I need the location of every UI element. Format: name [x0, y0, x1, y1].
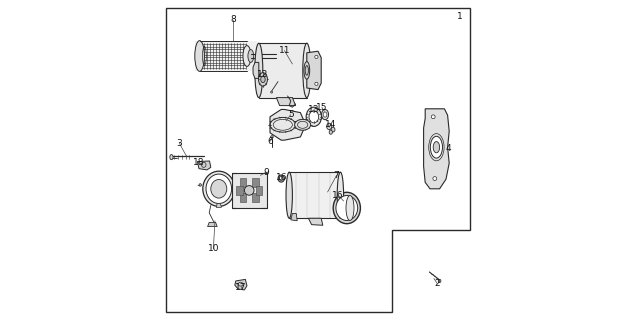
Ellipse shape — [271, 136, 273, 138]
Ellipse shape — [271, 91, 273, 93]
Text: 16: 16 — [277, 173, 288, 182]
Ellipse shape — [431, 115, 435, 119]
Ellipse shape — [243, 46, 251, 67]
Text: 1: 1 — [457, 12, 462, 21]
Ellipse shape — [438, 279, 441, 283]
Polygon shape — [252, 178, 259, 187]
Text: 6: 6 — [267, 137, 273, 146]
Text: 13: 13 — [308, 105, 320, 114]
Text: 10: 10 — [207, 244, 219, 253]
Text: 11: 11 — [279, 46, 290, 55]
Ellipse shape — [206, 174, 232, 204]
Polygon shape — [308, 218, 323, 225]
Polygon shape — [291, 213, 297, 221]
Ellipse shape — [322, 109, 329, 120]
Polygon shape — [216, 204, 221, 207]
Ellipse shape — [337, 172, 343, 218]
Ellipse shape — [195, 41, 204, 71]
Ellipse shape — [315, 82, 318, 85]
Text: 5: 5 — [288, 110, 294, 119]
Polygon shape — [256, 186, 262, 195]
Ellipse shape — [433, 177, 437, 180]
Polygon shape — [232, 173, 266, 208]
Text: 12: 12 — [258, 70, 268, 79]
Ellipse shape — [303, 43, 311, 98]
Ellipse shape — [170, 155, 173, 160]
Polygon shape — [166, 8, 470, 312]
Ellipse shape — [327, 123, 332, 130]
Ellipse shape — [333, 192, 361, 224]
Polygon shape — [240, 193, 246, 202]
Text: 7: 7 — [334, 171, 340, 180]
Ellipse shape — [199, 184, 202, 186]
Ellipse shape — [203, 171, 235, 206]
Polygon shape — [277, 98, 296, 106]
Text: 18: 18 — [193, 158, 205, 167]
Ellipse shape — [315, 55, 318, 59]
Ellipse shape — [346, 196, 354, 220]
Polygon shape — [237, 186, 243, 195]
Text: 17: 17 — [235, 284, 246, 292]
Polygon shape — [197, 161, 211, 170]
Ellipse shape — [304, 61, 310, 79]
Text: 3: 3 — [177, 139, 183, 148]
Ellipse shape — [309, 111, 319, 123]
Polygon shape — [195, 41, 257, 71]
Ellipse shape — [331, 127, 335, 132]
Text: 8: 8 — [230, 15, 236, 24]
Polygon shape — [424, 109, 449, 189]
Ellipse shape — [323, 112, 327, 117]
Text: 16: 16 — [333, 191, 344, 200]
Polygon shape — [235, 279, 247, 290]
Ellipse shape — [433, 141, 439, 153]
Ellipse shape — [306, 107, 322, 126]
Ellipse shape — [211, 180, 227, 198]
Ellipse shape — [329, 130, 333, 134]
Polygon shape — [240, 178, 246, 187]
Ellipse shape — [286, 172, 293, 218]
Ellipse shape — [255, 43, 263, 98]
Ellipse shape — [278, 175, 284, 182]
Polygon shape — [252, 193, 259, 202]
Polygon shape — [207, 222, 218, 227]
Text: 9: 9 — [263, 168, 269, 177]
Polygon shape — [253, 62, 259, 78]
Ellipse shape — [294, 119, 310, 130]
Polygon shape — [307, 51, 321, 90]
Polygon shape — [259, 43, 307, 98]
Ellipse shape — [279, 177, 283, 181]
Ellipse shape — [336, 196, 357, 220]
Polygon shape — [270, 109, 303, 140]
Ellipse shape — [244, 186, 254, 195]
Ellipse shape — [261, 76, 265, 83]
Polygon shape — [289, 172, 340, 218]
Text: 14: 14 — [325, 120, 336, 129]
Ellipse shape — [258, 73, 268, 86]
Text: 15: 15 — [316, 103, 328, 112]
Ellipse shape — [305, 66, 308, 75]
Text: 4: 4 — [446, 144, 452, 153]
Ellipse shape — [248, 50, 254, 62]
Text: 2: 2 — [434, 279, 440, 288]
Ellipse shape — [431, 136, 443, 158]
